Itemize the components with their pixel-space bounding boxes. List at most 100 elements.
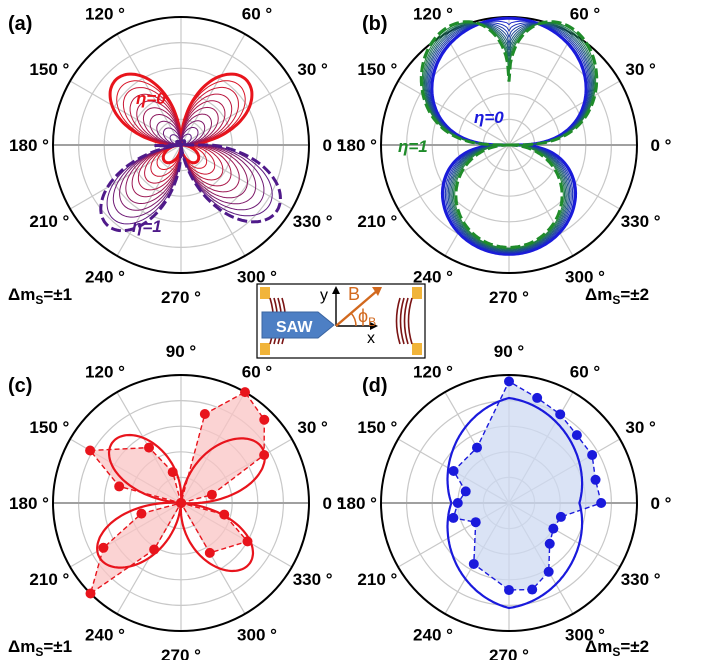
a-angle-label: 120 °	[85, 4, 125, 23]
a-series-line	[99, 139, 282, 233]
footer-d: ΔmS=±2	[585, 637, 649, 659]
footer-a: ΔmS=±1	[8, 285, 72, 307]
d-angle-label: 300 °	[565, 626, 605, 645]
d-angle-label: 270 °	[489, 646, 529, 660]
c-data-point	[136, 508, 147, 519]
svg-text:ϕB: ϕB	[358, 306, 376, 329]
b-angle-label: 30 °	[625, 60, 656, 79]
b-angle-label: 180 °	[337, 136, 377, 155]
footer-c-main: Δm	[8, 637, 35, 656]
c-angle-label: 270 °	[161, 646, 201, 660]
footer-b-main: Δm	[585, 285, 612, 304]
polar-panel-a: 0 ° 30 ° 60 ° 90 ° 120 ° 150 ° 180 ° 210 ° 240 °…	[9, 0, 344, 307]
c-data-point	[204, 547, 215, 558]
c-data-point	[219, 509, 230, 520]
a-angle-label: 0 °	[323, 136, 344, 155]
inset-pad-tl	[260, 287, 270, 299]
d-angle-label: 90 °	[494, 342, 525, 361]
phi-sub: B	[368, 315, 376, 329]
d-outer-ring	[380, 374, 638, 632]
saw-inset: SAW y x B ϕB	[256, 283, 426, 359]
d-data-point	[571, 430, 582, 441]
a-angle-label: 90 °	[166, 0, 197, 3]
a-angle-label: 330 °	[293, 212, 333, 231]
c-angle-label: 180 °	[9, 494, 49, 513]
a-angle-label: 180 °	[9, 136, 49, 155]
b-angle-label: 330 °	[621, 212, 661, 231]
inset-pad-bl	[260, 343, 270, 355]
panel-label-d: (d)	[362, 375, 388, 397]
d-angle-label: 180 °	[337, 494, 377, 513]
footer-d-sub: S	[612, 645, 620, 659]
d-data-point	[472, 442, 482, 453]
footer-c-val: =±1	[43, 637, 72, 656]
c-angle-label: 150 °	[29, 418, 69, 437]
a-angle-label: 30 °	[297, 60, 328, 79]
c-data-point	[144, 442, 154, 453]
c-data-point	[85, 588, 96, 599]
footer-a-sub: S	[35, 293, 43, 307]
d-data-point	[548, 523, 559, 534]
saw-arrow	[261, 311, 335, 339]
c-data-point	[98, 542, 109, 553]
d-data-point	[527, 584, 538, 595]
b-angle-label: 300 °	[565, 268, 605, 287]
c-fit-line	[96, 433, 266, 573]
c-data-point	[85, 445, 96, 456]
panel-label-a: (a)	[8, 13, 32, 35]
b-vector	[335, 289, 379, 327]
b-angle-label: 120 °	[413, 4, 453, 23]
c-data-point	[176, 498, 186, 508]
c-data-point	[167, 467, 178, 478]
panel-label-b: (b)	[362, 13, 388, 35]
d-data-point	[448, 466, 459, 476]
footer-d-val: =±2	[620, 637, 649, 656]
a-angle-label: 150 °	[29, 60, 69, 79]
b-series-line	[419, 20, 599, 249]
d-angle-label: 120 °	[413, 362, 453, 381]
b-angle-label: 210 °	[357, 212, 397, 231]
c-data-point	[240, 387, 250, 398]
d-angle-label: 0 °	[651, 494, 672, 513]
a-angle-label: 300 °	[237, 268, 277, 287]
polar-panel-d: 0 ° 30 ° 60 ° 90 ° 120 ° 150 ° 180 ° 210 ° 240 °…	[337, 342, 672, 660]
inset-pad-tr	[412, 287, 422, 299]
c-angle-label: 120 °	[85, 362, 125, 381]
svg-text:ΔmS=±1: ΔmS=±1	[8, 637, 72, 659]
d-angle-label: 150 °	[357, 418, 397, 437]
footer-b-val: =±2	[620, 285, 649, 304]
c-angle-label: 90 °	[166, 342, 197, 361]
c-data-point	[199, 408, 210, 419]
svg-text:ΔmS=±1: ΔmS=±1	[8, 285, 72, 307]
d-angle-label: 60 °	[570, 362, 601, 381]
c-data-point	[149, 544, 160, 555]
c-data-point	[206, 489, 217, 500]
inset-idt-right	[395, 297, 413, 345]
c-angle-label: 210 °	[29, 570, 69, 589]
footer-a-main: Δm	[8, 285, 35, 304]
d-data-point	[460, 486, 471, 497]
c-data-point	[259, 414, 270, 425]
c-data-point	[242, 536, 253, 547]
d-data-point	[470, 517, 481, 528]
c-angle-label: 60 °	[242, 362, 273, 381]
y-label: y	[320, 287, 328, 304]
b-eta0-label: η=0	[474, 108, 504, 127]
c-outer-ring	[52, 374, 310, 632]
a-eta0-label: η=0	[136, 89, 166, 108]
a-angle-label: 60 °	[242, 4, 273, 23]
a-angle-label: 240 °	[85, 268, 125, 287]
c-angle-label: 30 °	[297, 418, 328, 437]
d-data-point	[448, 512, 459, 523]
c-data-point	[259, 450, 270, 460]
d-angle-label: 330 °	[621, 570, 661, 589]
d-data-point	[596, 498, 607, 508]
footer-a-val: =±1	[43, 285, 72, 304]
c-angle-label: 0 °	[323, 494, 344, 513]
a-outer-ring	[52, 16, 310, 274]
panel-label-c: (c)	[8, 375, 32, 397]
d-angle-label: 30 °	[625, 418, 656, 437]
d-data-point	[504, 376, 514, 387]
footer-b-sub: S	[612, 293, 620, 307]
